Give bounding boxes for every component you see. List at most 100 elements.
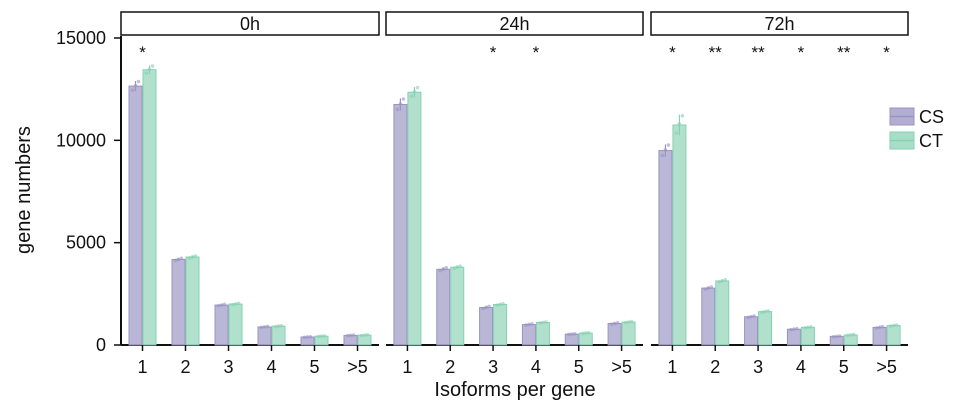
replicate-point-CT [147,67,152,72]
x-tick-label: 4 [266,357,276,377]
x-tick-label: 5 [309,357,319,377]
bar-CT [672,124,687,346]
bar-CT [715,280,730,346]
facet-strip-label: 72h [764,14,794,34]
replicate-point-CS [666,143,671,147]
bar-CS [872,326,887,346]
replicate-point-CS [792,327,796,331]
bar-CS [607,323,622,346]
replicate-point-CS [837,334,842,338]
replicate-point-CT [365,333,370,337]
replicate-point-CS [706,286,711,290]
replicate-point-CS [401,97,406,101]
x-tick-label: 2 [710,357,720,377]
replicate-point-CS [572,331,577,336]
replicate-point-CS [351,333,356,337]
replicate-point-CT [674,131,679,135]
x-tick-label: >5 [347,357,368,377]
replicate-point-CT [279,323,284,328]
y-axis-label: gene numbers [13,126,35,254]
replicate-point-CS [441,267,446,271]
replicate-point-CS [308,334,313,339]
replicate-point-CT [276,324,281,328]
replicate-point-CT [541,320,545,325]
replicate-point-CS [663,148,668,152]
replicate-point-CT [580,331,585,336]
replicate-point-CT [851,332,856,337]
replicate-point-CS [348,333,353,338]
replicate-point-CT [230,302,235,307]
replicate-point-CT [717,280,722,284]
x-tick-label: 2 [180,357,190,377]
bar-CT [271,325,286,346]
significance-marker: * [490,43,497,62]
replicate-point-CT [187,256,192,260]
replicate-point-CS [262,325,267,329]
replicate-point-CS [395,107,400,112]
replicate-point-CT [894,323,899,327]
x-tick-label: 4 [531,357,541,377]
replicate-point-CT [806,325,810,330]
x-tick-label: 2 [445,357,455,377]
replicate-point-CS [481,306,485,311]
replicate-point-CT [498,302,502,307]
replicate-point-CS [444,265,449,270]
replicate-point-CT [760,310,764,315]
replicate-point-CT [763,309,767,314]
replicate-point-CS [176,257,181,262]
replicate-point-CS [136,79,141,84]
replicate-point-CS [569,332,574,336]
y-tick-label: 15000 [56,28,106,48]
replicate-point-CT [415,85,420,90]
replicate-point-CT [273,324,278,329]
x-tick-label: 4 [796,357,806,377]
replicate-point-CT [452,266,457,271]
replicate-point-CS [877,325,882,330]
significance-marker: ** [837,43,851,62]
legend: CS CT [889,107,944,151]
bar-CT [800,326,815,346]
y-tick-label: 10000 [56,130,106,150]
replicate-point-CT [359,333,364,338]
replicate-point-CS [345,333,350,338]
replicate-point-CT [803,326,807,330]
replicate-point-CT [723,278,728,282]
replicate-point-CT [677,122,682,126]
facet-strip [120,11,380,36]
replicate-point-CT [316,334,321,339]
replicate-point-CS [795,326,799,331]
replicate-point-CS [259,325,264,330]
legend-label-CT: CT [919,131,943,151]
bar-CS [521,324,536,346]
facet-panel-0h: 0h 1 * 2 3 4 5 >5 [120,11,380,377]
bar-CS [128,85,143,346]
replicate-point-CS [831,334,836,339]
replicate-point-CT [455,265,460,269]
replicate-point-CS [530,321,534,326]
bar-CT [407,91,422,346]
replicate-point-CT [626,320,631,324]
replicate-point-CT [193,254,198,258]
replicate-point-CT [501,301,505,306]
replicate-point-CT [845,333,850,338]
replicate-point-CT [809,325,813,329]
significance-marker: ** [751,43,765,62]
x-tick-label: 3 [488,357,498,377]
replicate-point-CS [660,153,665,158]
x-tick-label: 1 [667,357,677,377]
replicate-point-CS [834,334,839,339]
x-tick-label: 5 [839,357,849,377]
facet-strip [650,11,909,36]
replicate-point-CT [848,333,853,337]
bar-CS [701,287,716,346]
bar-CT [228,303,243,346]
replicate-point-CS [874,326,879,330]
x-tick-label: >5 [876,357,897,377]
replicate-point-CT [190,255,195,259]
replicate-point-CS [219,303,224,307]
facet-strip-label: 24h [499,14,529,34]
y-tick-label: 0 [96,335,106,355]
replicate-point-CS [130,88,135,92]
replicate-point-CS [566,332,571,337]
